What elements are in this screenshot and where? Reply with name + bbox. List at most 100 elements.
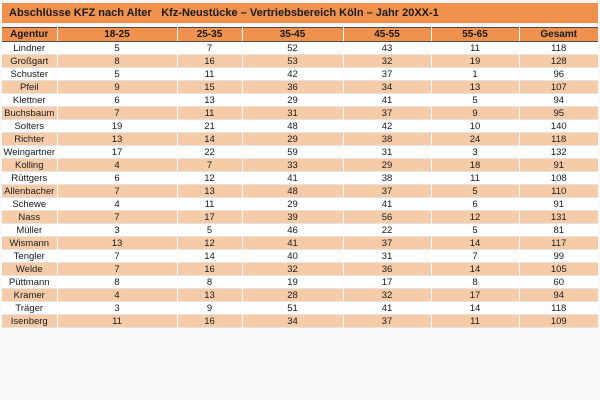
column-header-25-35: 25-35 — [177, 27, 243, 42]
agency-name: Weingartner — [2, 145, 58, 159]
agency-name: Schewe — [2, 197, 58, 211]
table-row: Kramer 4 13 28 32 17 94 — [2, 288, 598, 302]
cell-gesamt: 81 — [519, 223, 598, 237]
cell-value: 14 — [177, 132, 243, 146]
cell-value: 7 — [177, 41, 243, 55]
cell-value: 17 — [343, 275, 432, 289]
cell-value: 41 — [343, 301, 432, 315]
cell-value: 41 — [242, 236, 344, 250]
cell-value: 11 — [177, 67, 243, 81]
cell-value: 14 — [177, 249, 243, 263]
cell-value: 32 — [343, 54, 432, 68]
cell-value: 32 — [242, 262, 344, 276]
cell-value: 8 — [177, 275, 243, 289]
table-row: Lindner 5 7 52 43 11 118 — [2, 41, 598, 55]
table-row: Nass 7 17 39 56 12 131 — [2, 210, 598, 224]
agency-name: Isenberg — [2, 314, 58, 328]
table-row: Großgart 8 16 53 32 19 128 — [2, 54, 598, 68]
cell-gesamt: 108 — [519, 171, 598, 185]
cell-value: 19 — [431, 54, 520, 68]
cell-value: 28 — [242, 288, 344, 302]
cell-gesamt: 110 — [519, 184, 598, 198]
cell-value: 5 — [431, 184, 520, 198]
table-row: Klettner 6 13 29 41 5 94 — [2, 93, 598, 107]
cell-gesamt: 128 — [519, 54, 598, 68]
cell-value: 29 — [242, 93, 344, 107]
cell-value: 5 — [177, 223, 243, 237]
cell-value: 11 — [431, 41, 520, 55]
cell-value: 42 — [242, 67, 344, 81]
cell-value: 18 — [431, 158, 520, 172]
cell-value: 13 — [57, 132, 178, 146]
cell-value: 37 — [343, 184, 432, 198]
cell-value: 46 — [242, 223, 344, 237]
cell-value: 1 — [431, 67, 520, 81]
table-row: Püttmann 8 8 19 17 8 60 — [2, 275, 598, 289]
cell-value: 7 — [57, 262, 178, 276]
cell-value: 37 — [343, 314, 432, 328]
cell-gesamt: 107 — [519, 80, 598, 94]
cell-value: 51 — [242, 301, 344, 315]
column-header-45-55: 45-55 — [343, 27, 432, 42]
cell-value: 15 — [177, 80, 243, 94]
agency-name: Welde — [2, 262, 58, 276]
agency-name: Tengler — [2, 249, 58, 263]
cell-value: 16 — [177, 262, 243, 276]
report-title-center: Kfz-Neustücke – Vertriebsbereich Köln – … — [161, 7, 439, 19]
cell-value: 34 — [343, 80, 432, 94]
cell-value: 29 — [343, 158, 432, 172]
cell-value: 31 — [242, 106, 344, 120]
cell-value: 8 — [57, 54, 178, 68]
cell-value: 3 — [57, 223, 178, 237]
cell-gesamt: 140 — [519, 119, 598, 133]
cell-value: 48 — [242, 119, 344, 133]
cell-value: 12 — [177, 171, 243, 185]
cell-value: 32 — [343, 288, 432, 302]
column-header-agentur: Agentur — [2, 27, 58, 42]
cell-value: 21 — [177, 119, 243, 133]
table-row: Allenbacher 7 13 48 37 5 110 — [2, 184, 598, 198]
cell-value: 8 — [431, 275, 520, 289]
cell-value: 39 — [242, 210, 344, 224]
cell-value: 7 — [57, 210, 178, 224]
cell-value: 36 — [242, 80, 344, 94]
cell-gesamt: 109 — [519, 314, 598, 328]
cell-value: 33 — [242, 158, 344, 172]
agency-name: Buchsbaum — [2, 106, 58, 120]
cell-value: 7 — [57, 249, 178, 263]
table-row: Weingartner 17 22 59 31 3 132 — [2, 145, 598, 159]
cell-value: 10 — [431, 119, 520, 133]
agency-name: Kolling — [2, 158, 58, 172]
cell-gesamt: 60 — [519, 275, 598, 289]
cell-gesamt: 118 — [519, 301, 598, 315]
cell-value: 16 — [177, 54, 243, 68]
cell-value: 5 — [57, 41, 178, 55]
agency-name: Schuster — [2, 67, 58, 81]
agency-name: Rüttgers — [2, 171, 58, 185]
cell-gesamt: 91 — [519, 197, 598, 211]
cell-value: 19 — [57, 119, 178, 133]
cell-value: 14 — [431, 262, 520, 276]
table-row: Müller 3 5 46 22 5 81 — [2, 223, 598, 237]
table-body: Lindner 5 7 52 43 11 118 Großgart 8 16 53 32 19 128 Sc… — [2, 41, 598, 328]
column-header-35-45: 35-45 — [242, 27, 344, 42]
cell-value: 9 — [57, 80, 178, 94]
cell-value: 11 — [431, 314, 520, 328]
cell-value: 3 — [431, 145, 520, 159]
cell-gesamt: 131 — [519, 210, 598, 224]
cell-value: 31 — [343, 145, 432, 159]
agency-name: Püttmann — [2, 275, 58, 289]
cell-value: 24 — [431, 132, 520, 146]
cell-value: 6 — [57, 93, 178, 107]
cell-value: 41 — [242, 171, 344, 185]
cell-value: 43 — [343, 41, 432, 55]
cell-gesamt: 132 — [519, 145, 598, 159]
cell-value: 13 — [431, 80, 520, 94]
cell-value: 48 — [242, 184, 344, 198]
cell-value: 8 — [57, 275, 178, 289]
table-row: Kolling 4 7 33 29 18 91 — [2, 158, 598, 172]
cell-value: 53 — [242, 54, 344, 68]
agency-name: Nass — [2, 210, 58, 224]
table-row: Wismann 13 12 41 37 14 117 — [2, 236, 598, 250]
